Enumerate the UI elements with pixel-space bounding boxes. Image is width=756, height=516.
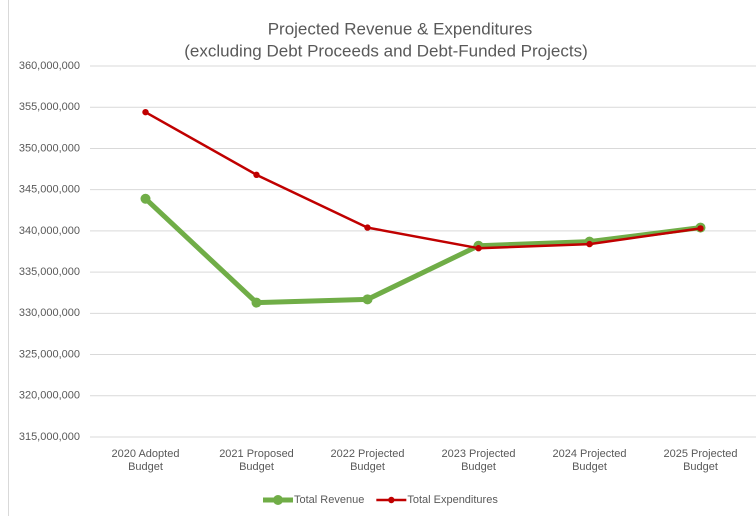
y-tick-label: 355,000,000	[19, 101, 80, 113]
x-tick-label: 2023 Projected Budget	[442, 448, 516, 473]
series-line	[143, 196, 701, 306]
chart-subtitle: (excluding Debt Proceeds and Debt-Funded…	[184, 41, 588, 60]
x-tick-label: 2025 Projected Budget	[664, 448, 738, 473]
series-point	[140, 193, 151, 204]
y-tick-label: 325,000,000	[19, 348, 80, 360]
y-tick-label: 350,000,000	[19, 142, 80, 154]
legend-marker	[273, 495, 283, 505]
series-point	[251, 297, 262, 308]
series-point	[142, 108, 149, 116]
x-tick-label: 2024 Projected Budget	[553, 448, 627, 473]
series-point	[362, 294, 373, 305]
chart-title: Projected Revenue & Expenditures	[268, 19, 533, 38]
chart-frame	[8, 0, 756, 516]
legend-label: Total Expenditures	[407, 494, 498, 506]
x-tick-label: 2021 Proposed Budget	[219, 448, 294, 473]
y-tick-label: 345,000,000	[19, 184, 80, 196]
series-point	[364, 224, 371, 231]
y-tick-label: 330,000,000	[19, 307, 80, 319]
y-tick-label: 340,000,000	[19, 225, 80, 237]
x-tick-label: 2020 Adopted Budget	[112, 448, 180, 473]
series-point	[253, 171, 260, 179]
y-tick-label: 320,000,000	[19, 390, 80, 402]
series-point	[475, 245, 482, 252]
y-tick-label: 360,000,000	[19, 60, 80, 72]
y-tick-label: 315,000,000	[19, 431, 80, 443]
legend-marker	[388, 496, 395, 504]
legend-label: Total Revenue	[294, 494, 364, 506]
series-point	[586, 240, 593, 248]
y-tick-label: 335,000,000	[19, 266, 80, 278]
series-line	[144, 111, 701, 250]
x-tick-label: 2022 Projected Budget	[331, 448, 405, 473]
series-point	[697, 225, 704, 232]
